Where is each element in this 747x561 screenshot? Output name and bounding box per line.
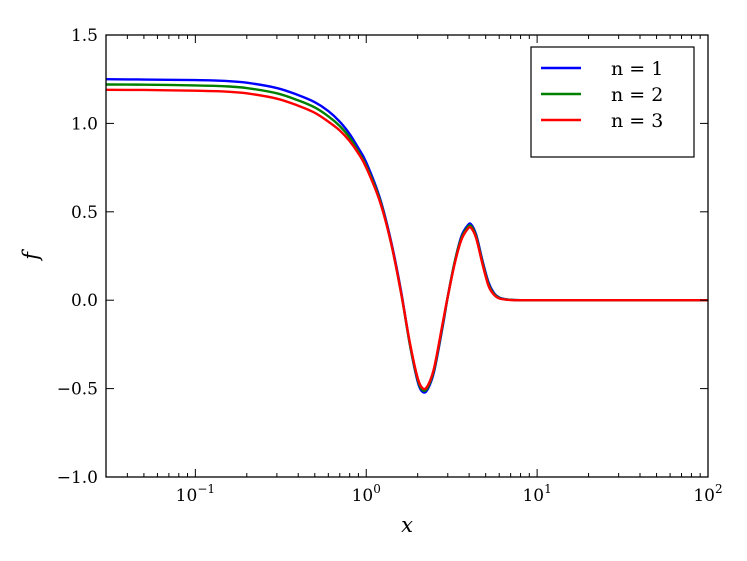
y-tick-label: −0.5 <box>57 380 98 400</box>
y-tick-label: 1.0 <box>71 114 98 134</box>
x-tick-label: 10−1 <box>176 482 215 506</box>
legend-label-n2: n = 2 <box>611 84 663 106</box>
x-tick-label: 100 <box>352 482 381 506</box>
legend: n = 1 n = 2 n = 3 <box>530 46 695 158</box>
legend-label-n1: n = 1 <box>611 58 663 80</box>
series-line-n3 <box>106 88 708 391</box>
y-tick-label: 1.5 <box>71 26 98 46</box>
y-tick-label: −1.0 <box>57 468 98 488</box>
y-tick-label: 0.5 <box>71 203 98 223</box>
legend-label-n3: n = 3 <box>611 110 663 132</box>
y-axis-label: f <box>19 249 43 262</box>
x-axis-label: x <box>401 513 413 537</box>
ticks-layer: −1.0 −0.5 0.0 0.5 1.0 1.5 10−1 100 101 102 <box>57 26 723 506</box>
series-layer <box>106 78 708 394</box>
legend-box <box>530 46 695 158</box>
x-tick-label: 101 <box>522 482 551 506</box>
x-tick-label: 102 <box>693 482 722 506</box>
y-tick-label: 0.0 <box>71 291 98 311</box>
plot-area-frame <box>105 34 709 478</box>
